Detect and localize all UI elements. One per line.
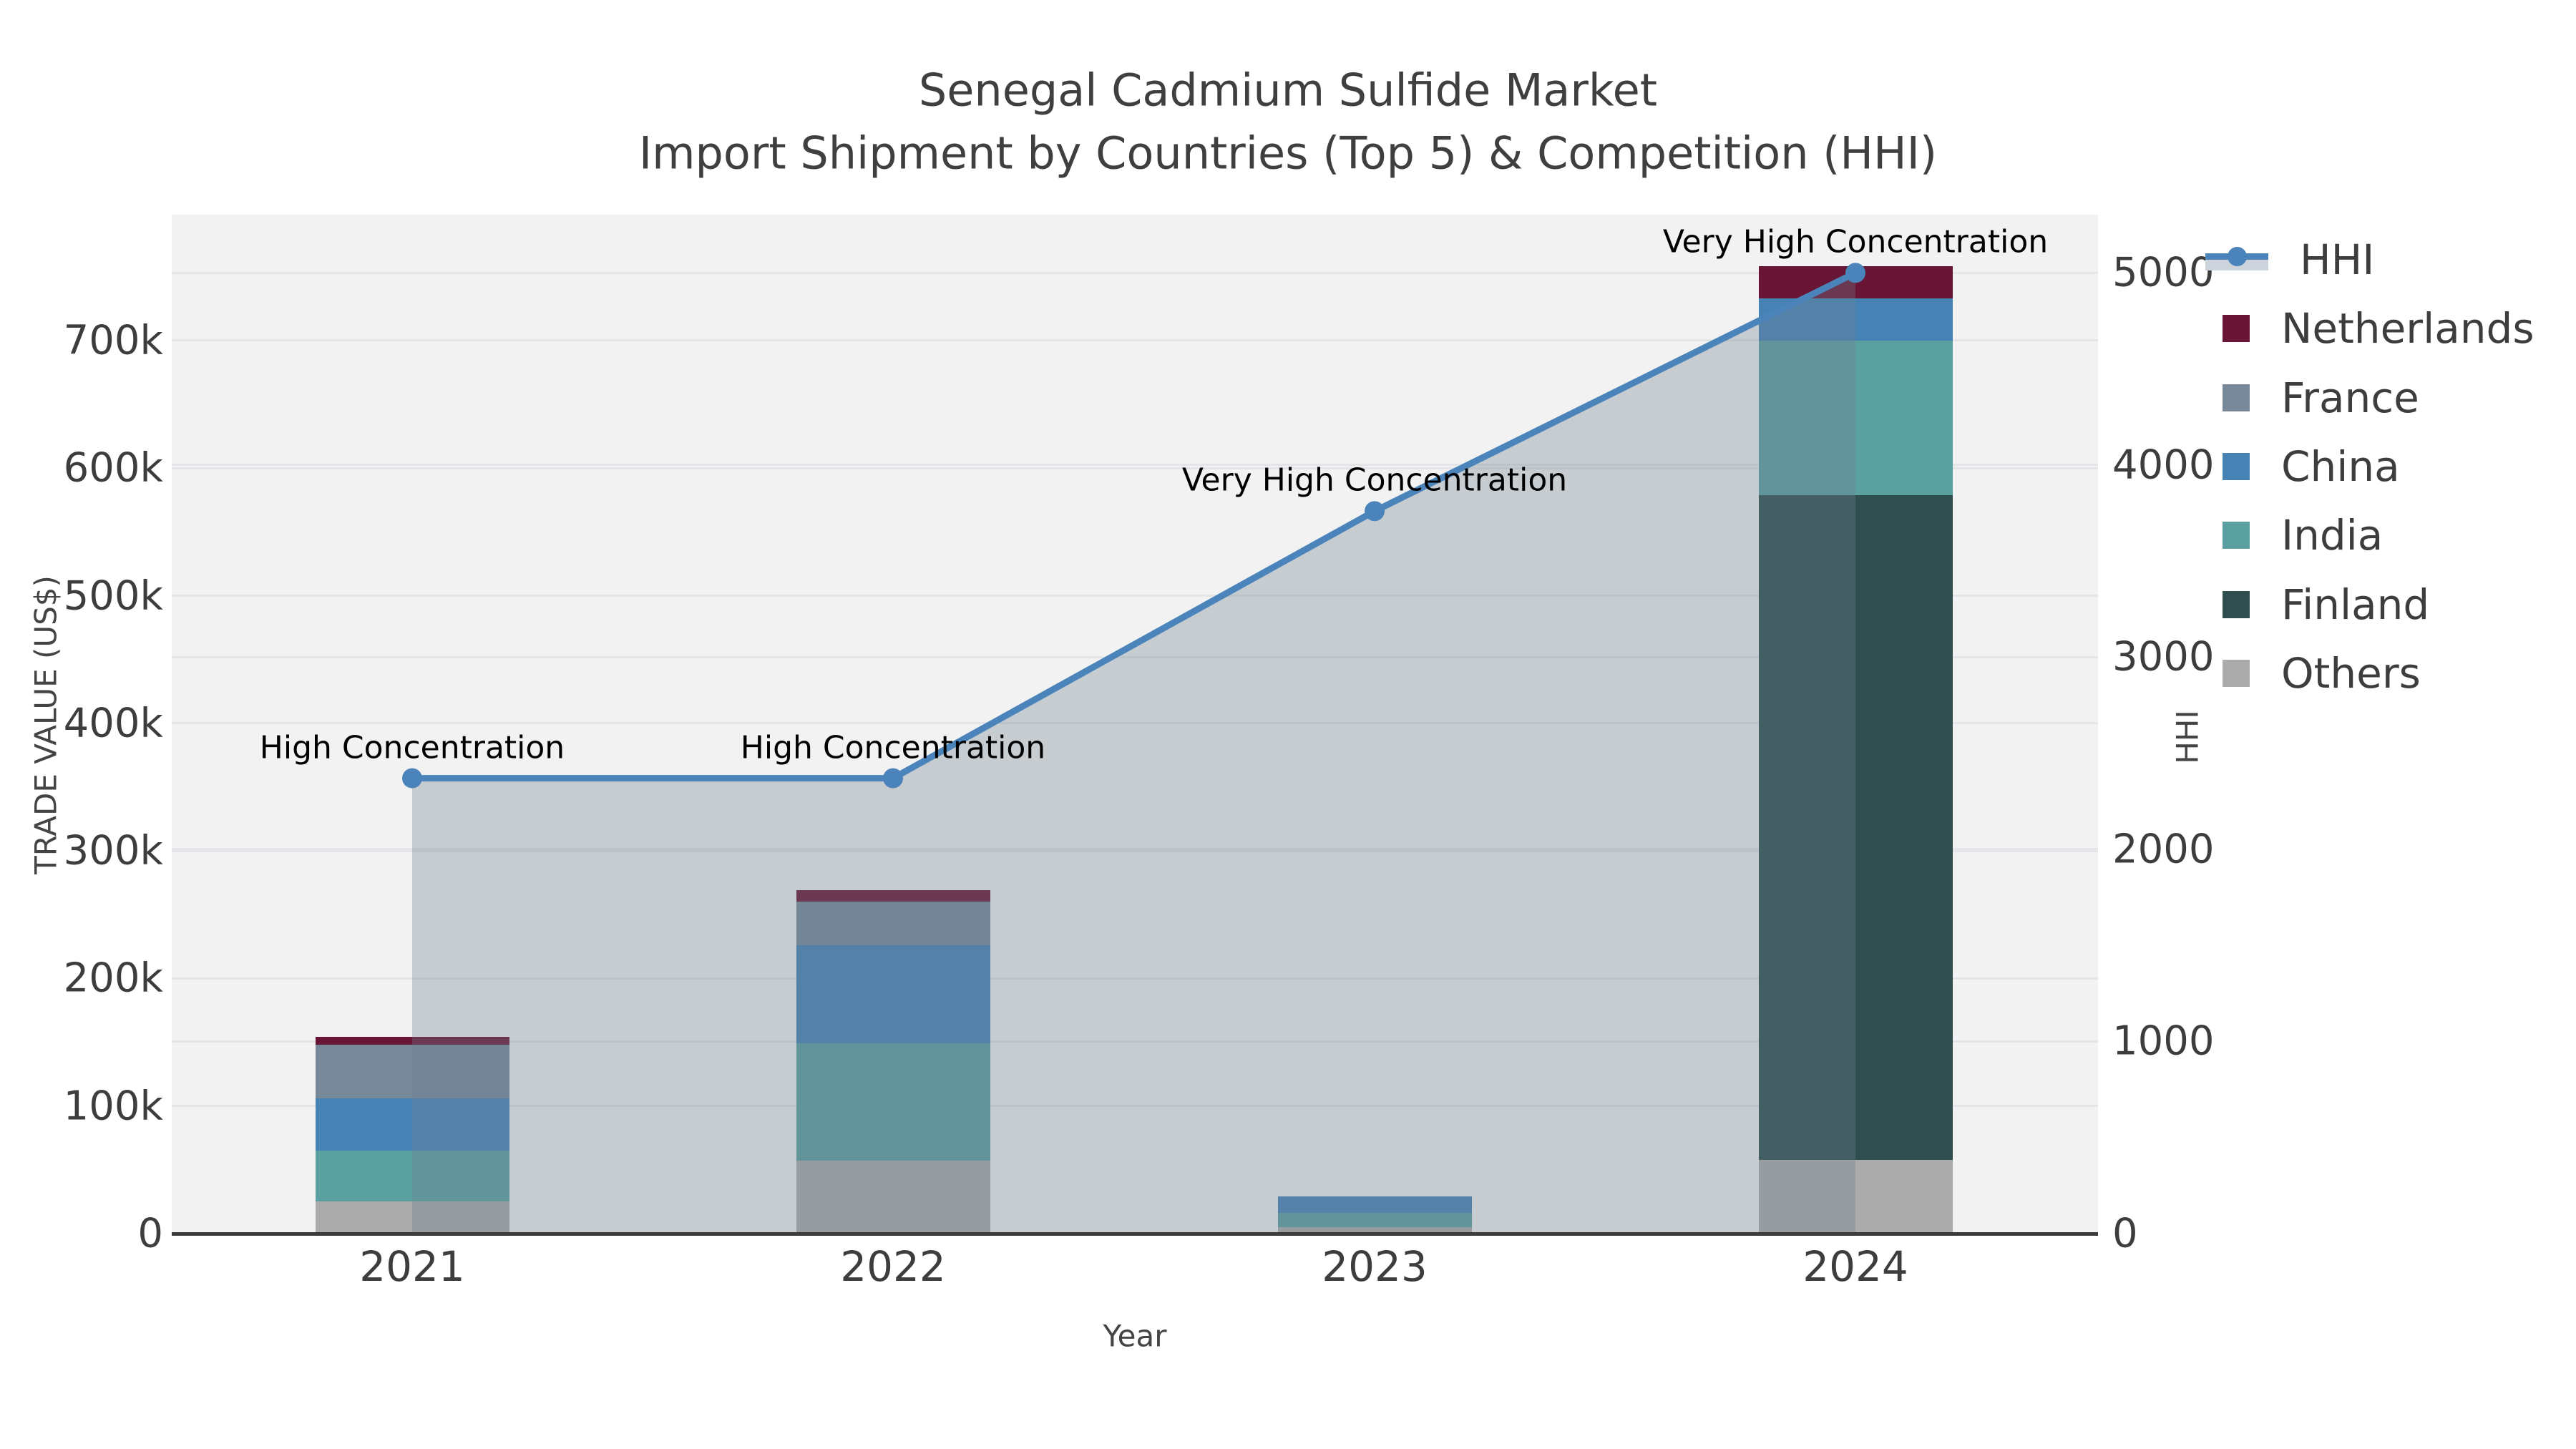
bar-segment-france-2021[interactable]	[315, 1045, 509, 1098]
x-tick-2021: 2021	[359, 1242, 465, 1291]
legend-label-finland: Finland	[2281, 580, 2430, 629]
gridline	[172, 848, 2098, 851]
annotation-2023: Very High Concentration	[1181, 462, 1568, 499]
bar-segment-netherlands-2022[interactable]	[796, 890, 990, 902]
legend-item-india[interactable]: India	[2205, 511, 2384, 560]
annotation-2021: High Concentration	[259, 729, 565, 766]
hhi-area-fill	[412, 273, 1855, 1234]
gridline	[172, 655, 2098, 658]
gridline	[172, 1040, 2098, 1043]
hhi-marker-2024[interactable]	[1845, 263, 1865, 283]
legend-label-hhi: HHI	[2300, 235, 2375, 284]
y-axis-left-title: TRADE VALUE (US$)	[28, 575, 64, 874]
legend-item-finland[interactable]: Finland	[2205, 580, 2430, 629]
legend-item-china[interactable]: China	[2205, 441, 2400, 491]
gridline	[172, 271, 2098, 274]
y-left-tick-200k: 200k	[63, 955, 163, 1002]
legend-label-france: France	[2281, 373, 2419, 422]
legend-item-others[interactable]: Others	[2205, 648, 2421, 698]
bar-segment-others-2022[interactable]	[796, 1161, 990, 1234]
bar-segment-others-2023[interactable]	[1277, 1227, 1472, 1234]
chart-title-line-2: Import Shipment by Countries (Top 5) & C…	[638, 127, 1938, 180]
hhi-marker-2022[interactable]	[883, 768, 903, 789]
bar-segment-india-2021[interactable]	[315, 1151, 509, 1202]
annotation-2022: High Concentration	[740, 729, 1046, 766]
bar-segment-france-2022[interactable]	[796, 902, 990, 946]
bar-segment-india-2023[interactable]	[1277, 1213, 1472, 1228]
legend-swatch-finland	[2223, 590, 2250, 618]
legend-item-hhi[interactable]: HHI	[2205, 235, 2375, 284]
legend-label-netherlands: Netherlands	[2281, 304, 2534, 353]
hhi-line-layer	[402, 263, 1865, 1234]
legend-swatch-china	[2223, 452, 2250, 480]
legend-label-others: Others	[2281, 648, 2421, 698]
bar-segment-others-2021[interactable]	[315, 1201, 509, 1234]
hhi-marker-2023[interactable]	[1365, 501, 1385, 522]
legend-item-netherlands[interactable]: Netherlands	[2205, 304, 2534, 353]
x-axis-line	[172, 1232, 2098, 1236]
legend-swatch-others	[2223, 659, 2250, 687]
legend-label-india: India	[2281, 511, 2384, 560]
hhi-marker-2021[interactable]	[402, 768, 422, 789]
legend-swatch-france	[2223, 384, 2250, 411]
y-left-tick-0: 0	[137, 1210, 163, 1257]
chart-title-line-1: Senegal Cadmium Sulfide Market	[918, 64, 1658, 117]
y-right-tick-1000: 1000	[2112, 1018, 2215, 1065]
legend-swatch-netherlands	[2223, 315, 2250, 343]
gridline	[172, 849, 2098, 852]
gridline	[172, 467, 2098, 469]
bar-segment-india-2024[interactable]	[1758, 340, 1953, 495]
y-right-tick-2000: 2000	[2112, 826, 2215, 873]
annotation-2024: Very High Concentration	[1662, 223, 2049, 260]
gridline	[172, 464, 2098, 467]
x-tick-2023: 2023	[1322, 1242, 1428, 1291]
gridline	[172, 722, 2098, 725]
y-right-tick-0: 0	[2112, 1210, 2138, 1257]
y-axis-right-title: HHI	[2170, 710, 2205, 764]
bar-segment-china-2021[interactable]	[315, 1098, 509, 1151]
gridline	[172, 1105, 2098, 1108]
y-right-tick-4000: 4000	[2112, 441, 2215, 489]
bar-segment-others-2024[interactable]	[1758, 1159, 1953, 1234]
bar-segment-india-2022[interactable]	[796, 1043, 990, 1161]
hhi-marker-sample	[2228, 247, 2247, 266]
hhi-line	[412, 270, 1857, 782]
x-tick-2024: 2024	[1802, 1242, 1908, 1291]
y-left-tick-600k: 600k	[63, 444, 163, 492]
gridline	[172, 595, 2098, 597]
y-right-tick-5000: 5000	[2112, 249, 2215, 296]
y-left-tick-100k: 100k	[63, 1083, 163, 1130]
legend-swatch-india	[2223, 522, 2250, 550]
x-axis-title: Year	[1103, 1318, 1167, 1354]
y-left-tick-400k: 400k	[63, 700, 163, 747]
y-left-tick-300k: 300k	[63, 827, 163, 874]
legend-label-china: China	[2281, 441, 2400, 491]
bar-segment-netherlands-2021[interactable]	[315, 1037, 509, 1045]
y-right-tick-3000: 3000	[2112, 633, 2215, 680]
y-left-tick-500k: 500k	[63, 572, 163, 619]
hhi-line-sample-icon	[2205, 243, 2268, 276]
gridline	[172, 977, 2098, 980]
bar-segment-finland-2024[interactable]	[1758, 494, 1953, 1160]
x-tick-2022: 2022	[840, 1242, 946, 1291]
bar-segment-china-2022[interactable]	[796, 945, 990, 1044]
gridline	[172, 339, 2098, 342]
y-left-tick-700k: 700k	[63, 317, 163, 364]
legend-item-france[interactable]: France	[2205, 373, 2419, 422]
bar-segment-china-2023[interactable]	[1277, 1196, 1472, 1214]
